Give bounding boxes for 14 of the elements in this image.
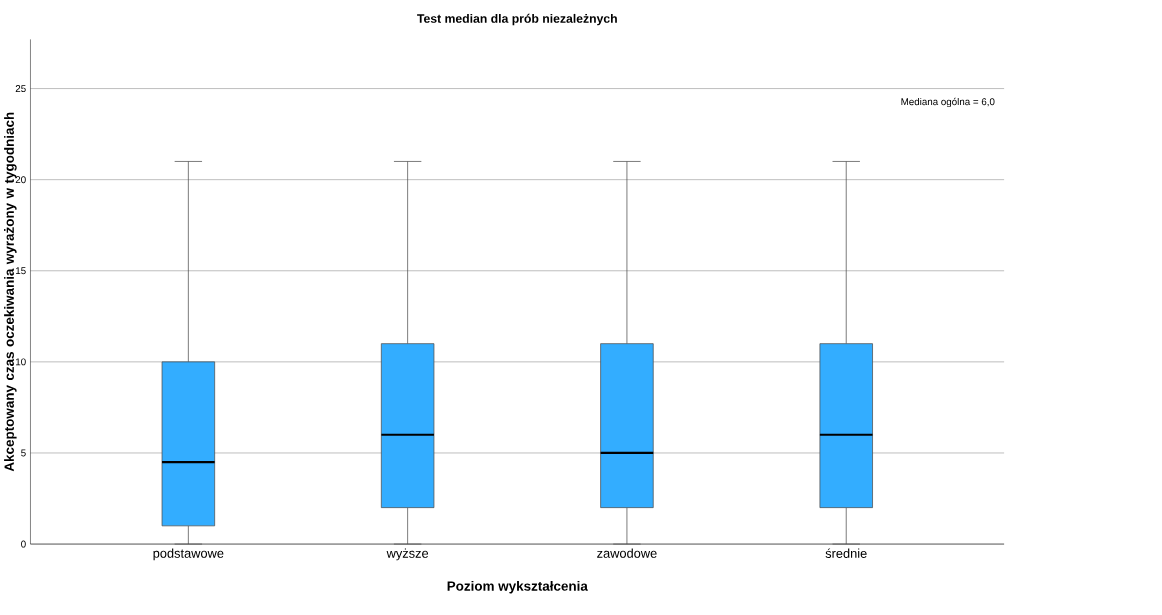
y-tick-label: 0 (21, 540, 26, 548)
y-tick-label: 15 (16, 267, 26, 275)
chart-title: Test median dla prób niezależnych (417, 14, 617, 26)
y-tick-label: 5 (21, 449, 26, 457)
y-tick-label: 20 (15, 176, 26, 184)
x-tick-label: podstawowe (153, 548, 224, 561)
x-tick-label: średnie (825, 548, 867, 559)
y-tick-label: 10 (16, 358, 26, 366)
x-axis-title: Poziom wykształcenia (447, 581, 588, 594)
y-tick-label: 25 (15, 85, 26, 93)
y-axis-title: Akceptowany czas oczekiwania wyrażony w tygodniach (4, 112, 17, 472)
annotation: Mediana ogólna = 6,0 (901, 98, 995, 108)
x-tick-label: wyższe (386, 548, 429, 561)
x-tick-label: zawodowe (597, 548, 657, 559)
